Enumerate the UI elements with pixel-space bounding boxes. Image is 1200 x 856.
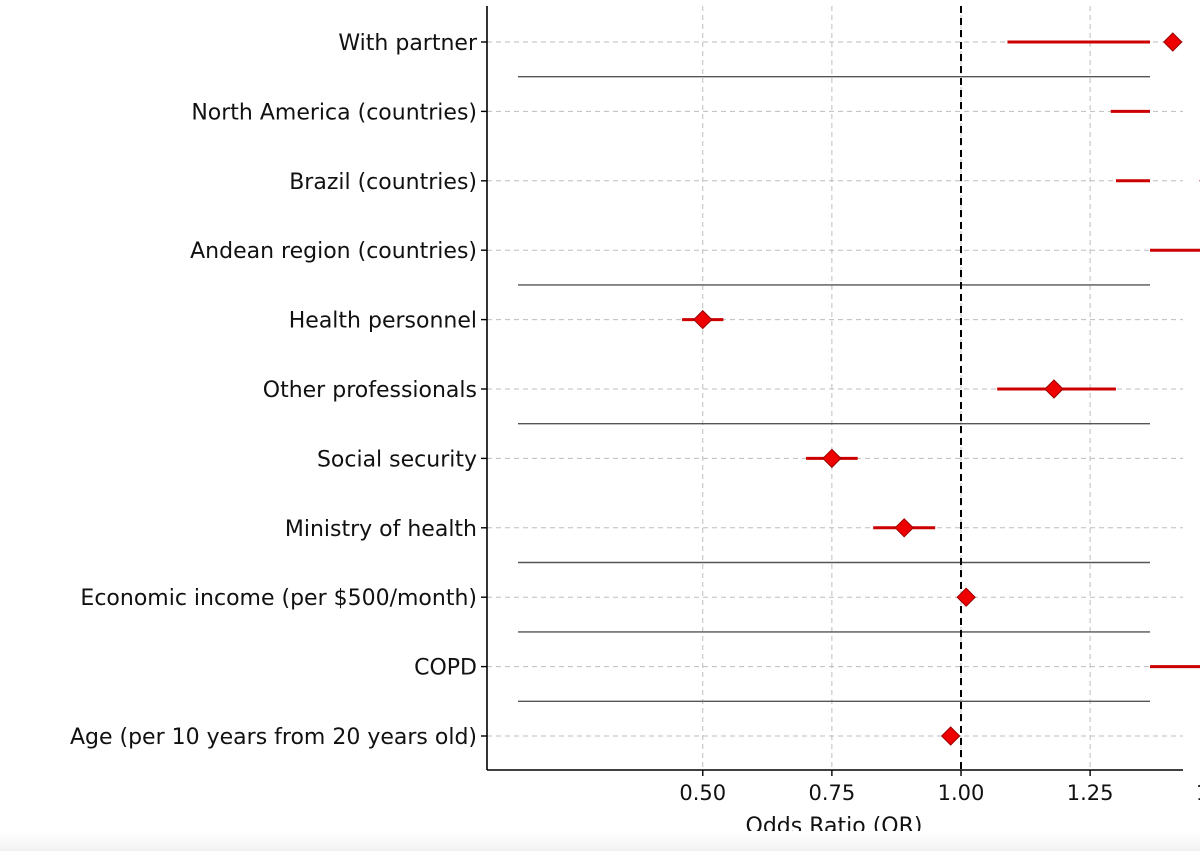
y-label: Other professionals [263, 378, 477, 403]
x-axis-ticks: 0.500.751.001.251.501.752.002.25 [679, 770, 1200, 805]
or-point [1045, 380, 1063, 398]
y-axis-labels: With partner North America (countries) Bra… [70, 31, 478, 750]
x-tick-label: 1.25 [1067, 781, 1114, 805]
y-label: Health personnel [289, 309, 477, 334]
x-tick-label: 0.75 [808, 781, 855, 805]
or-point [823, 449, 841, 467]
y-label: Brazil (countries) [289, 170, 477, 195]
y-label: Social security [317, 447, 477, 472]
x-tick-label: 1.50 [1196, 781, 1200, 805]
y-label: Age (per 10 years from 20 years old) [70, 725, 477, 750]
y-label: Economic income (per $500/month) [80, 586, 477, 611]
x-tick-label: 1.00 [938, 781, 985, 805]
y-label: With partner [338, 31, 478, 56]
or-point [1164, 33, 1182, 51]
x-tick-label: 0.50 [679, 781, 726, 805]
or-point [895, 519, 913, 537]
y-label: Ministry of health [285, 517, 477, 542]
y-label: COPD [414, 656, 477, 681]
bottom-fade [0, 831, 1200, 851]
or-point [694, 311, 712, 329]
y-label: North America (countries) [191, 100, 477, 125]
y-label: Andean region (countries) [190, 239, 477, 264]
or-point [942, 727, 960, 745]
or-point [957, 588, 975, 606]
